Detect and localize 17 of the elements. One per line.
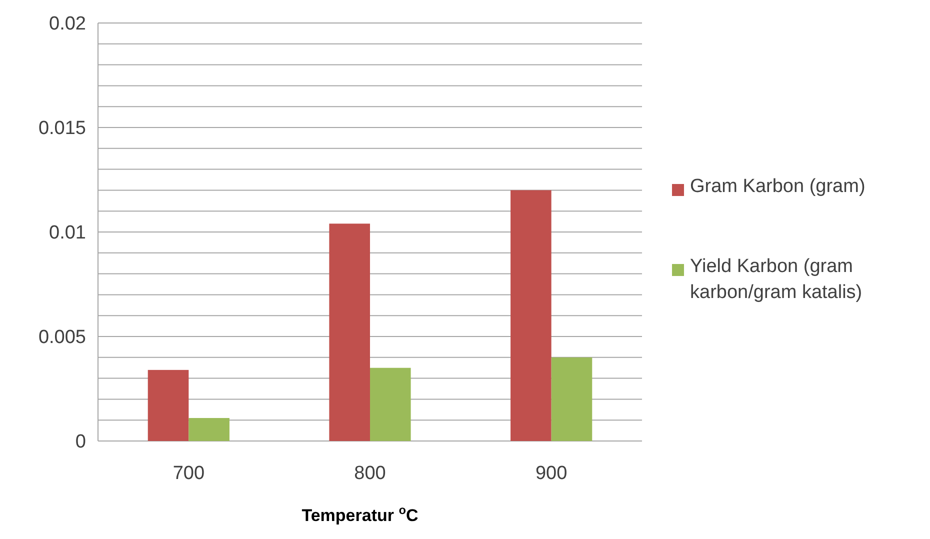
- bar: [148, 370, 189, 441]
- x-tick-label: 700: [172, 463, 205, 484]
- legend-label: Yield Karbon (gram karbon/gram katalis): [690, 256, 862, 303]
- x-tick-label: 900: [535, 463, 568, 484]
- bar: [370, 368, 411, 441]
- y-tick-label: 0.01: [49, 222, 86, 244]
- x-tick-label: 800: [354, 463, 386, 484]
- y-tick-label: 0: [75, 432, 86, 453]
- bar: [188, 418, 230, 441]
- legend-label: Gram Karbon (gram): [690, 176, 866, 197]
- x-axis-title: Temperatur $^{o}$C: [302, 503, 418, 525]
- bar: [510, 190, 552, 441]
- y-tick-label: 0.015: [38, 118, 86, 140]
- y-tick-label: 0.02: [49, 14, 86, 35]
- bar: [551, 357, 592, 441]
- bar: [329, 224, 370, 441]
- y-tick-label: 0.005: [38, 327, 86, 348]
